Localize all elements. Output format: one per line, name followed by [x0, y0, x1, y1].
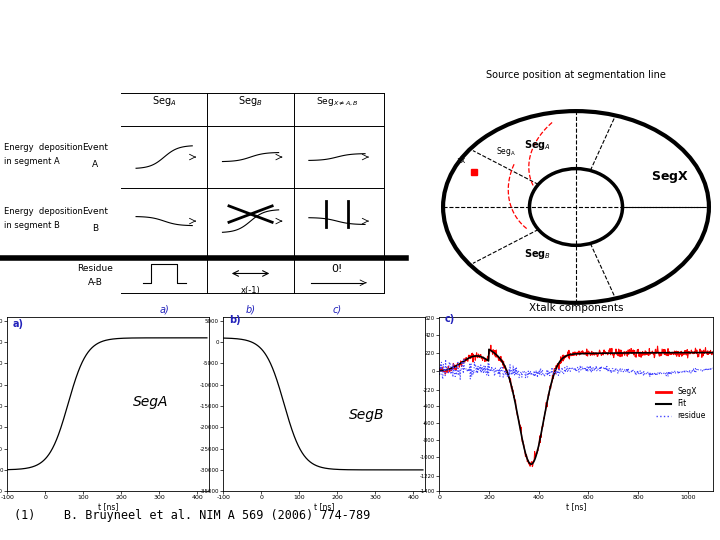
Text: $\rm Seg_A$: $\rm Seg_A$ [496, 145, 516, 158]
Line: Fit: Fit [439, 349, 713, 464]
Fit [708, 349, 717, 356]
Text: $\mathrm{Seg}_B$: $\mathrm{Seg}_B$ [238, 94, 263, 108]
Text: $\mathbf{SegX}$: $\mathbf{SegX}$ [652, 168, 689, 185]
Line: SegX: SegX [439, 345, 713, 467]
residue [708, 364, 717, 371]
SegX [618, 350, 627, 356]
Text: ax: ax [456, 156, 466, 165]
X-axis label: t [ns]: t [ns] [566, 502, 586, 511]
residue [618, 368, 627, 374]
residue [506, 368, 515, 374]
Text: $\mathrm{Seg}_A$: $\mathrm{Seg}_A$ [152, 94, 176, 108]
Text: A: A [92, 159, 98, 168]
Line: residue: residue [439, 359, 713, 380]
Text: b): b) [246, 305, 256, 315]
Text: x(-1): x(-1) [240, 286, 261, 295]
Text: A-B: A-B [88, 278, 102, 287]
Title: Xtalk components: Xtalk components [528, 303, 624, 313]
residue [559, 370, 568, 376]
Text: c): c) [444, 314, 454, 323]
Fit [618, 350, 627, 356]
Fit [435, 368, 444, 374]
Text: $\mathrm{Seg}_{X\neq A,B}$: $\mathrm{Seg}_{X\neq A,B}$ [315, 94, 359, 107]
residue [642, 370, 650, 376]
Fit [642, 349, 650, 356]
residue [485, 374, 493, 380]
residue [435, 364, 444, 371]
Title: Source position at segmentation line: Source position at segmentation line [486, 70, 666, 80]
Text: a): a) [159, 305, 169, 315]
Text: $\mathbf{Seg}_A$: $\mathbf{Seg}_A$ [523, 138, 551, 152]
Text: Residue: Residue [77, 264, 113, 273]
residue [456, 377, 464, 383]
SegX [708, 348, 717, 355]
Fit [597, 350, 606, 356]
Text: in segment B: in segment B [4, 221, 60, 230]
Text: c): c) [333, 305, 341, 315]
residue [459, 355, 468, 362]
Text: a): a) [13, 319, 24, 329]
Fit [527, 461, 536, 468]
Text: (1)    B. Bruyneel et al. NIM A 569 (2006) 774-789: (1) B. Bruyneel et al. NIM A 569 (2006) … [14, 509, 371, 522]
SegX [559, 354, 568, 361]
Text: in segment A: in segment A [4, 157, 60, 166]
Text: 0!: 0! [331, 264, 343, 274]
SegX [597, 352, 606, 359]
Text: Event: Event [82, 143, 108, 152]
SegX [642, 348, 650, 355]
Text: SegA: SegA [132, 395, 168, 409]
Text: SegB: SegB [348, 408, 384, 422]
Text: Energy  deposition: Energy deposition [4, 143, 84, 152]
SegX [528, 463, 536, 470]
residue [597, 364, 606, 370]
Text: How to measure derivative Xtalk?: How to measure derivative Xtalk? [32, 25, 720, 59]
Text: Energy  deposition: Energy deposition [4, 207, 84, 216]
Text: B: B [92, 224, 98, 233]
Text: $\mathbf{Seg}_B$: $\mathbf{Seg}_B$ [523, 247, 551, 261]
SegX [483, 353, 492, 360]
SegX [505, 379, 514, 386]
SegX [487, 342, 495, 348]
Fit [485, 346, 493, 353]
Fit [505, 377, 514, 384]
X-axis label: t [ns]: t [ns] [314, 502, 334, 511]
Fit [483, 357, 492, 363]
Fit [559, 354, 568, 361]
Legend: SegX, Fit, residue: SegX, Fit, residue [653, 384, 709, 423]
SegX [435, 367, 444, 373]
Text: b): b) [229, 315, 240, 325]
X-axis label: t [ns]: t [ns] [98, 502, 118, 511]
Text: Event: Event [82, 207, 108, 216]
